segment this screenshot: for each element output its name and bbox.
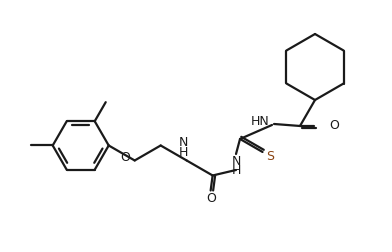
- Text: H: H: [179, 146, 188, 159]
- Text: H: H: [231, 165, 241, 177]
- Text: O: O: [329, 119, 339, 133]
- Text: O: O: [120, 151, 130, 164]
- Text: N: N: [179, 136, 188, 149]
- Text: S: S: [267, 150, 274, 164]
- Text: N: N: [231, 155, 241, 169]
- Text: O: O: [207, 192, 216, 205]
- Text: HN: HN: [251, 115, 270, 129]
